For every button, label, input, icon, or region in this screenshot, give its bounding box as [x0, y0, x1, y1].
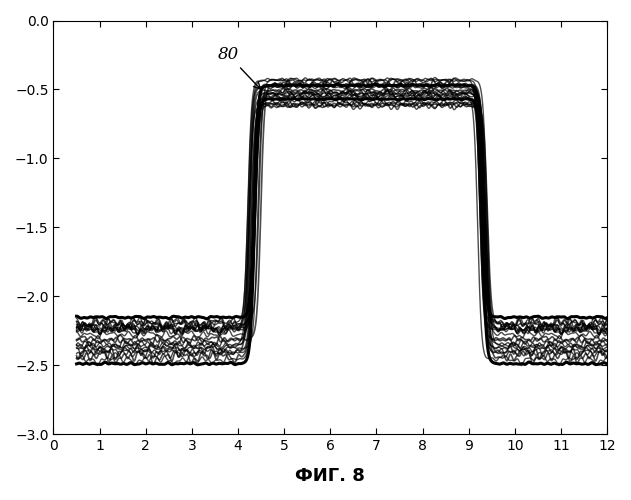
Text: 80: 80 — [217, 46, 261, 89]
X-axis label: ФИГ. 8: ФИГ. 8 — [295, 467, 365, 485]
